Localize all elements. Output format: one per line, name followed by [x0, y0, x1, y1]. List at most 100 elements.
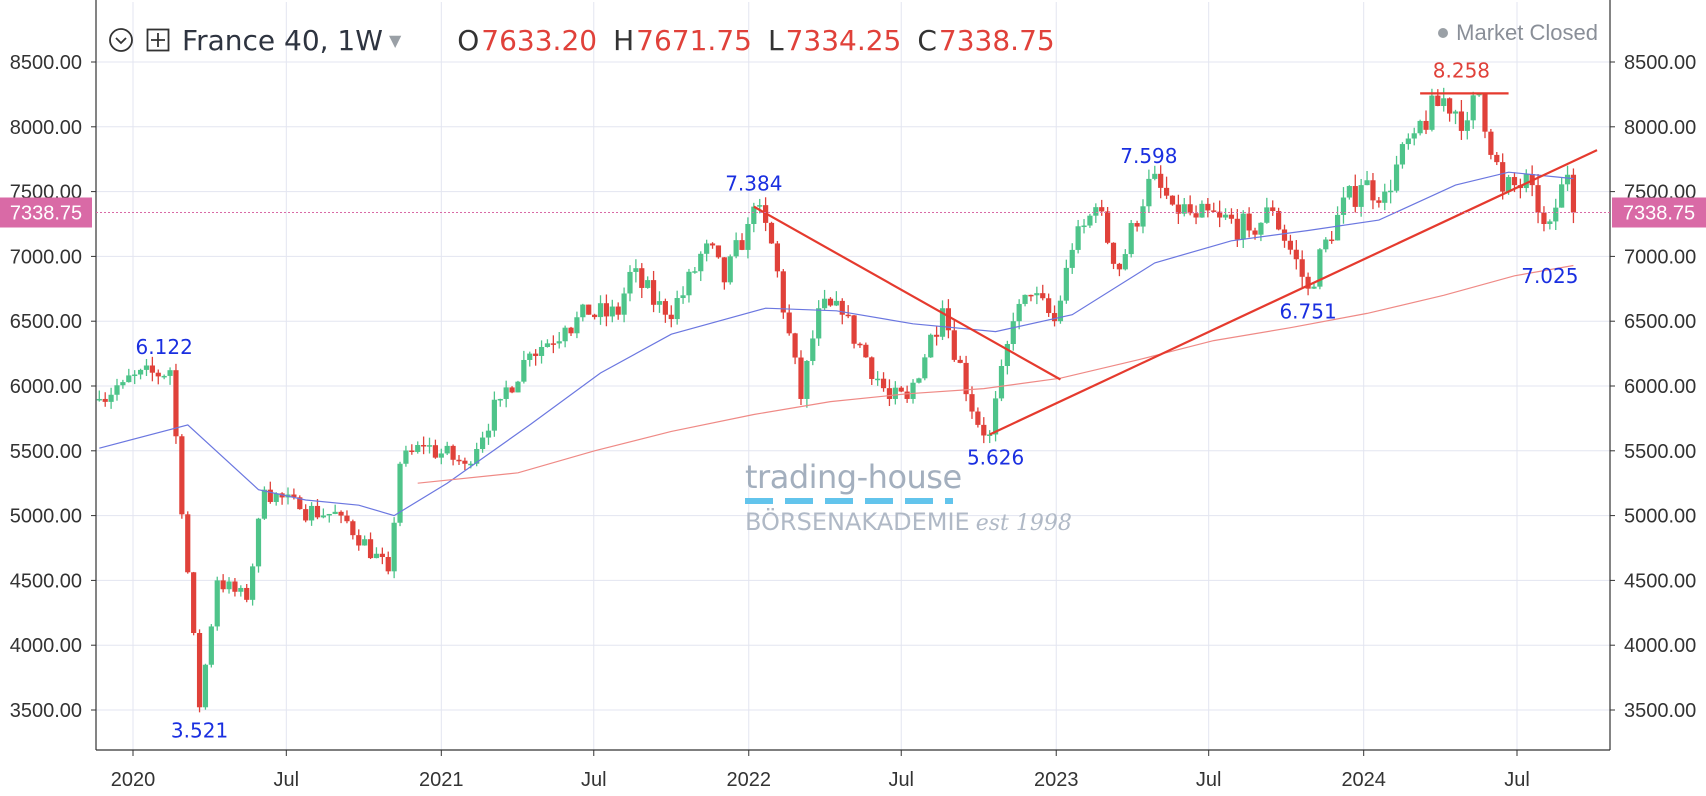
x-tick-label: Jul	[274, 769, 300, 791]
candle-body	[922, 357, 928, 379]
y-tick-label-right: 5500.00	[1624, 441, 1696, 463]
candle-body	[833, 300, 839, 306]
candle-body	[798, 357, 804, 399]
y-tick-label-right: 3500.00	[1624, 700, 1696, 722]
trendline	[989, 149, 1598, 436]
candle-body	[1004, 343, 1010, 367]
candle-body	[1158, 173, 1164, 188]
annotation-label: 3.521	[171, 718, 228, 742]
candle-body	[645, 280, 651, 288]
candle-body	[1140, 206, 1146, 227]
watermark-line2-row: BÖRSENAKADEMIE est 1998	[745, 508, 1072, 536]
candle-body	[727, 256, 733, 283]
collapse-chevron-icon[interactable]	[108, 27, 134, 53]
open-value: 7633.20	[481, 23, 598, 57]
candle-body	[1570, 174, 1577, 213]
candle-body	[686, 271, 692, 296]
candle-body	[462, 460, 468, 464]
y-tick-label-right: 8000.00	[1624, 117, 1696, 139]
candle-body	[255, 518, 262, 567]
candle-body	[1228, 214, 1235, 219]
candle-body	[1311, 286, 1317, 289]
candle-body	[267, 489, 273, 502]
candle-body	[1270, 207, 1276, 212]
candle-body	[774, 243, 781, 272]
candle-body	[1488, 131, 1494, 155]
candle-body	[1163, 187, 1170, 196]
x-tick-label: 2020	[111, 769, 156, 791]
candle-body	[1240, 213, 1246, 240]
y-tick-label-right: 6500.00	[1624, 311, 1696, 333]
candle-body	[1417, 120, 1423, 134]
candle-body	[987, 434, 993, 436]
candle-body	[586, 304, 592, 315]
candle-body	[1364, 180, 1370, 186]
candle-body	[757, 205, 763, 207]
y-tick-label-right: 4500.00	[1624, 570, 1696, 592]
candle-body	[167, 370, 173, 376]
candle-body	[1511, 177, 1518, 186]
candle-body	[102, 398, 108, 402]
candle-body	[721, 257, 727, 283]
candle-body	[786, 312, 792, 334]
candle-body	[1010, 321, 1016, 344]
candle-body	[680, 295, 686, 299]
candle-body	[939, 308, 946, 337]
candle-body	[1152, 173, 1158, 179]
candle-body	[957, 359, 963, 363]
candle-body	[326, 513, 332, 516]
annotation-label: 5.626	[967, 445, 1024, 469]
price-tag-right-label: 7338.75	[1623, 202, 1695, 224]
add-symbol-icon[interactable]	[146, 28, 170, 52]
watermark-line2: BÖRSENAKADEMIE	[745, 508, 970, 536]
candle-body	[273, 493, 279, 502]
candle-body	[1305, 276, 1311, 289]
candle-body	[409, 450, 415, 453]
candle-body	[114, 385, 120, 395]
candle-body	[733, 240, 739, 257]
y-tick-label-left: 8500.00	[10, 52, 82, 74]
price-tag-left-label: 7338.75	[10, 202, 82, 224]
candle-body	[662, 301, 668, 315]
candle-body	[1299, 259, 1305, 277]
candle-body	[1122, 254, 1128, 270]
candle-body	[1500, 162, 1506, 192]
candle-body	[780, 271, 786, 313]
candle-body	[143, 365, 150, 370]
symbol-title[interactable]: France 40, 1W	[182, 23, 383, 57]
candle-body	[1187, 204, 1193, 214]
candle-body	[875, 378, 881, 381]
candle-body	[320, 515, 326, 518]
candle-body	[362, 539, 368, 546]
candle-body	[1040, 293, 1046, 299]
y-tick-label-right: 8500.00	[1624, 52, 1696, 74]
candle-body	[291, 494, 297, 498]
candle-body	[639, 268, 645, 288]
low-value: 7334.25	[785, 23, 902, 57]
candle-body	[656, 301, 663, 305]
y-tick-label-right: 5000.00	[1624, 506, 1696, 528]
x-tick-label: 2024	[1341, 769, 1386, 791]
candle-body	[521, 359, 527, 382]
candle-body	[1441, 98, 1447, 107]
candle-body	[120, 382, 126, 386]
candle-body	[910, 382, 916, 399]
dropdown-caret-icon[interactable]: ▼	[388, 30, 402, 50]
candle-body	[692, 271, 698, 273]
candle-body	[350, 521, 356, 536]
watermark-line1: trading-house	[745, 458, 962, 496]
candle-body	[1105, 211, 1111, 243]
candle-body	[1246, 213, 1252, 231]
candle-body	[403, 450, 409, 464]
candle-body	[650, 280, 657, 305]
candle-body	[810, 338, 816, 361]
x-tick-label: 2022	[727, 769, 772, 791]
candle-body	[597, 303, 604, 318]
candle-body	[1110, 242, 1117, 264]
candle-body	[1382, 191, 1388, 203]
candle-body	[432, 445, 439, 458]
candle-body	[238, 587, 244, 592]
candle-body	[556, 341, 562, 344]
candle-body	[739, 240, 745, 250]
